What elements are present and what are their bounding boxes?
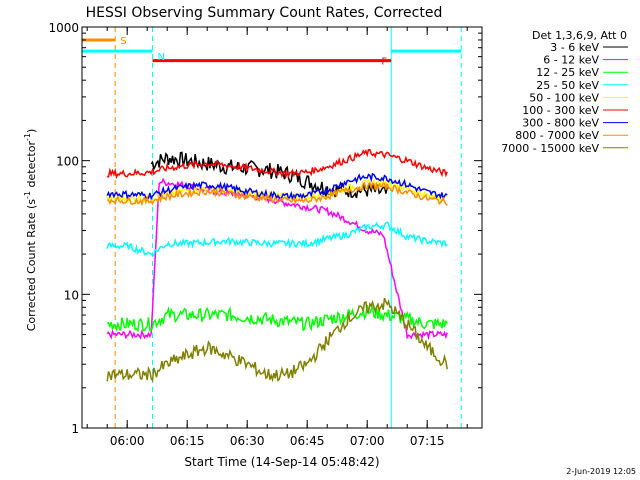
y-axis-label-part: detector: [25, 141, 38, 191]
y-tick-label: 1: [71, 422, 79, 436]
x-tick-label: 06:30: [230, 434, 265, 448]
legend-label: 300 - 800 keV: [522, 117, 599, 130]
legend-header: Det 1,3,6,9, Att 0: [532, 29, 627, 42]
axes-layer: 1 10 100 1000 06:00 06:15 06:30 06:45 07:00 07:15: [48, 21, 483, 448]
y-axis-label-part: ): [25, 129, 38, 133]
flag-label: S: [120, 36, 126, 47]
x-tick-label: 07:00: [350, 434, 385, 448]
series-line: [107, 304, 448, 333]
series-line: [150, 151, 388, 199]
y-tick-label: 10: [64, 288, 79, 302]
y-axis-label-sup: -1: [23, 191, 32, 199]
series-line: [106, 148, 448, 180]
chart-title: HESSI Observing Summary Count Rates, Cor…: [86, 5, 443, 21]
y-tick-label: 100: [56, 155, 79, 169]
series-line: [107, 181, 448, 207]
legend-label: 7000 - 15000 keV: [501, 142, 599, 155]
legend-label: 25 - 50 keV: [536, 79, 599, 92]
x-axis-label: Start Time (14-Sep-14 05:48:42): [184, 455, 379, 469]
legend-label: 12 - 25 keV: [536, 66, 599, 79]
y-tick-label: 1000: [48, 21, 79, 35]
flag-label: F: [381, 57, 387, 68]
series-line: [106, 221, 448, 257]
series-line: [106, 297, 448, 383]
series-line: [106, 172, 448, 202]
legend-label: 3 - 6 keV: [550, 41, 599, 54]
flag-label: N: [158, 52, 165, 63]
y-axis-label: Corrected Count Rate (s-1 detector-1): [23, 129, 38, 332]
y-axis-label-part: Corrected Count Rate (s: [25, 199, 38, 332]
legend-label: 800 - 7000 keV: [515, 129, 599, 142]
x-tick-label: 07:15: [410, 434, 445, 448]
x-tick-label: 06:15: [170, 434, 205, 448]
legend-label: 6 - 12 keV: [543, 54, 599, 67]
y-axis-label-sup: -1: [23, 133, 32, 141]
legend-label: 100 - 300 keV: [522, 104, 599, 117]
legend-label: 50 - 100 keV: [529, 91, 599, 104]
series-line: [106, 177, 448, 204]
series-layer: [106, 148, 448, 383]
timestamp: 2-Jun-2019 12:05: [566, 467, 636, 476]
plot-frame: [81, 26, 483, 429]
x-tick-label: 06:45: [290, 434, 325, 448]
x-tick-label: 06:00: [110, 434, 145, 448]
